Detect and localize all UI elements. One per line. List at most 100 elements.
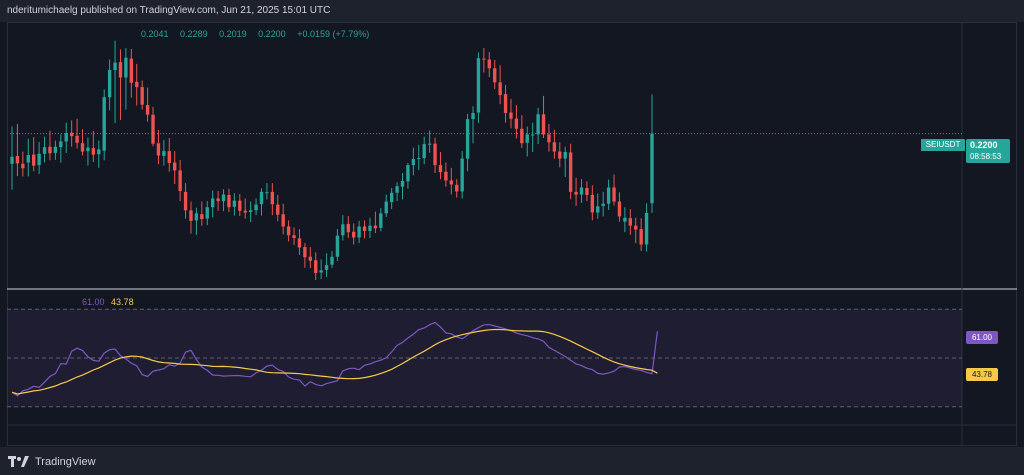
candle-body [574, 191, 578, 195]
candle-body [438, 165, 443, 173]
candle-body [205, 207, 209, 219]
candle-body [547, 134, 551, 143]
candle-body [612, 187, 616, 202]
candle-body [167, 151, 171, 163]
last-price: 0.2200 [970, 140, 998, 150]
candle-body [628, 218, 632, 226]
candle-body [617, 201, 622, 217]
candle-body [362, 226, 367, 231]
candle-body [552, 142, 557, 152]
candle-body [42, 147, 47, 154]
candle-body [162, 151, 166, 156]
candle-body [243, 210, 247, 213]
ohlc-change: +0.0159 (+7.79%) [297, 29, 370, 39]
candle-body [178, 170, 182, 192]
candle-body [346, 223, 350, 233]
rsi-legend: 61.00 43.78 [82, 297, 134, 307]
candle-body [64, 133, 68, 142]
candle-body [254, 204, 258, 211]
candle-body [493, 68, 497, 83]
candle-body [189, 210, 193, 221]
candle-body [53, 146, 58, 153]
candle-body [476, 58, 481, 113]
candle-body [80, 143, 85, 152]
candle-body [97, 149, 101, 155]
candle-body [86, 147, 90, 152]
candle-body [314, 260, 318, 273]
candle-body [590, 194, 595, 213]
header-bar: nderitumichaelg published on TradingView… [0, 0, 1024, 22]
candle-body [232, 200, 237, 207]
candle-body [140, 87, 144, 105]
candle-body [384, 201, 388, 214]
candle-body [465, 119, 470, 159]
candle-body [444, 171, 448, 181]
candle-body [471, 112, 475, 120]
candle-body [335, 235, 340, 257]
candle-body [308, 256, 312, 261]
candle-body [319, 270, 323, 273]
candle-body [292, 235, 296, 238]
ohlc-close: 0.2200 [258, 29, 286, 39]
candle-body [324, 265, 329, 270]
candle-body [265, 192, 269, 194]
candle-body [124, 57, 128, 78]
candle-body [460, 158, 464, 192]
candle-body [536, 114, 540, 135]
candle-body [520, 128, 524, 144]
candle-body [135, 81, 139, 88]
candle-body [48, 146, 52, 154]
candle-body [389, 192, 394, 202]
tradingview-brand: TradingView [35, 456, 96, 468]
candle-body [422, 144, 426, 159]
candle-body [503, 94, 508, 113]
rsi-ma-tag: 43.78 [966, 368, 998, 381]
candle-body [15, 155, 20, 164]
candle-body [145, 105, 150, 115]
candle-body [568, 152, 573, 192]
candle-body [379, 213, 383, 228]
candle-body [102, 97, 106, 151]
candle-body [400, 180, 405, 187]
candle-body [487, 59, 491, 69]
candle-body [183, 191, 188, 211]
candle-body [606, 187, 611, 204]
candle-body [498, 82, 502, 96]
candle-body [644, 212, 649, 245]
candle-body [248, 210, 253, 213]
ohlc-low: 0.2019 [219, 29, 247, 39]
rsi-legend-value: 61.00 [82, 297, 105, 307]
tradingview-logo-icon [8, 456, 29, 467]
candle-body [357, 226, 361, 238]
candle-body [286, 226, 291, 236]
ohlc-open: 0.2041 [141, 29, 169, 39]
candle-body [91, 148, 96, 155]
candle-body [238, 200, 242, 211]
candle-body [37, 153, 41, 166]
candle-body [596, 206, 600, 213]
candle-body [107, 70, 112, 98]
candle-body [417, 158, 421, 160]
candle-body [151, 114, 155, 144]
candle-body [623, 217, 627, 222]
candle-body [259, 191, 264, 205]
last-price-tag: 0.2200 08:58:53 [966, 139, 1010, 163]
candle-body [69, 132, 74, 137]
candle-body [449, 180, 454, 185]
bar-countdown: 08:58:53 [970, 152, 1002, 161]
candle-body [373, 225, 378, 229]
tradingview-logo[interactable]: TradingView [8, 455, 96, 469]
rsi-ma-line [11, 328, 658, 395]
candle-body [216, 198, 220, 202]
candle-body [194, 213, 199, 221]
candle-body [427, 143, 432, 145]
candle-body [650, 133, 654, 204]
candle-body [330, 256, 334, 265]
candle-body [352, 231, 356, 238]
candle-body [227, 194, 231, 208]
candle-body [368, 225, 372, 231]
candle-body [173, 162, 177, 171]
candle-body [26, 155, 30, 163]
candle-body [509, 112, 513, 119]
